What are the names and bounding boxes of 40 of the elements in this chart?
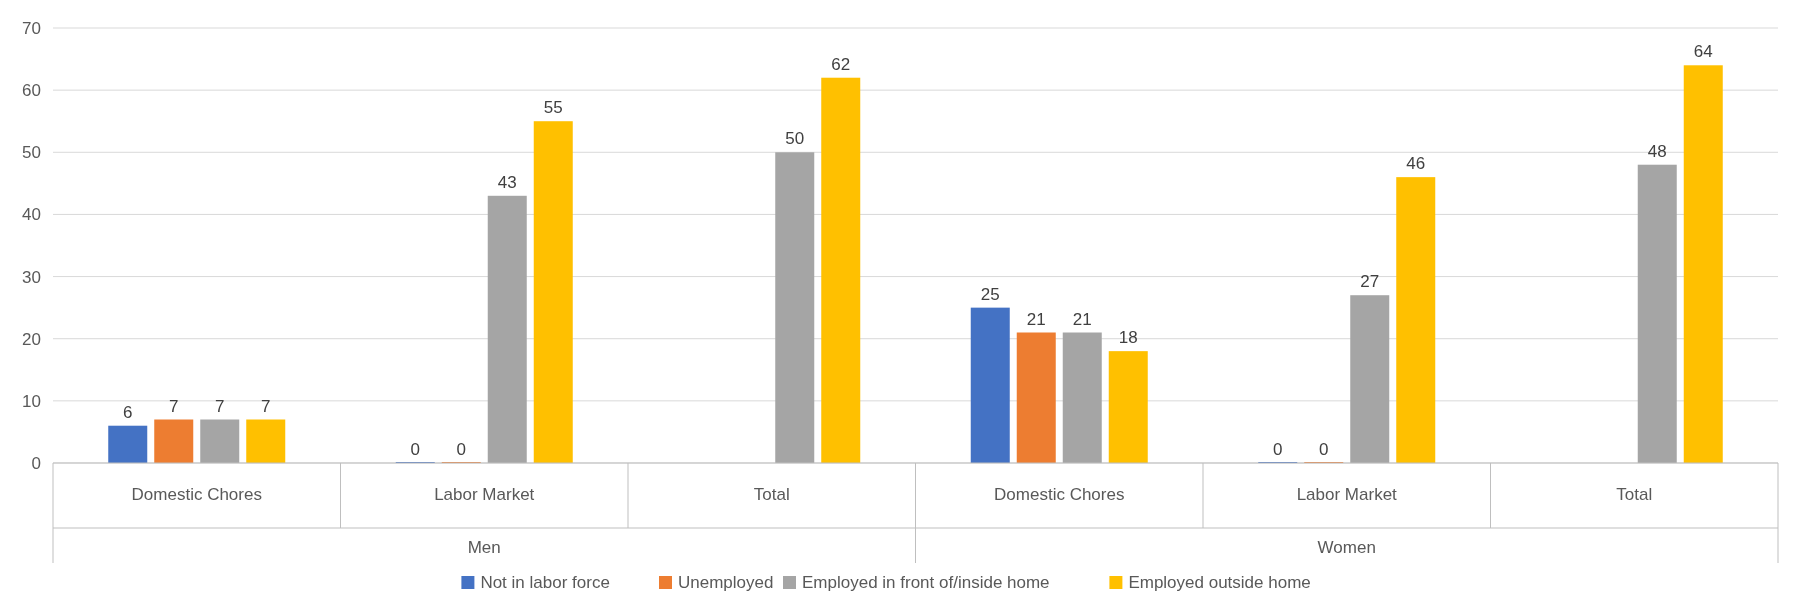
text: Men	[467, 538, 501, 557]
data-label: 0	[1319, 440, 1329, 459]
data-label: 43	[497, 172, 517, 192]
data-label: 64	[1693, 42, 1713, 62]
y-tick-label: 60	[22, 81, 41, 101]
data-label: 0	[410, 440, 420, 459]
legend-label: Employed in front of/inside home	[802, 573, 1050, 592]
data-label: 21	[1026, 309, 1046, 329]
x-tick-label: Domestic Chores	[131, 485, 262, 504]
y-tick-label: 30	[22, 267, 41, 287]
data-label: 46	[1406, 154, 1426, 174]
y-tick-label: 0	[31, 454, 41, 473]
data-label: 27	[1360, 272, 1380, 292]
y-tick-label: 10	[22, 391, 41, 411]
x-tick-label: Total	[753, 485, 790, 504]
data-label: 7	[215, 396, 225, 416]
data-label: 62	[831, 54, 851, 74]
y-tick-label: 70	[22, 19, 41, 38]
data-label: 18	[1118, 328, 1138, 348]
y-tick-label: 50	[22, 143, 41, 163]
y-tick-label: 40	[22, 205, 41, 225]
x-tick-label: Labor Market	[1296, 485, 1398, 504]
legend-label: Not in labor force	[480, 573, 610, 592]
x-tick-label: Total	[1616, 485, 1653, 504]
legend-label: Unemployed	[678, 573, 774, 592]
text: Women	[1317, 538, 1376, 557]
data-label: 21	[1072, 309, 1092, 329]
data-label: 48	[1647, 141, 1667, 161]
x-tick-label: Domestic Chores	[994, 485, 1125, 504]
data-label: 55	[543, 98, 563, 118]
data-label: 50	[785, 129, 805, 149]
y-tick-label: 20	[22, 329, 41, 349]
data-label: 6	[123, 402, 133, 422]
data-label: 7	[261, 396, 271, 416]
x-tick-label: Labor Market	[434, 485, 535, 504]
data-label: 7	[169, 396, 179, 416]
data-label: 25	[980, 284, 1000, 304]
legend-label: Employed outside home	[1128, 573, 1311, 592]
data-label: 0	[1273, 440, 1283, 459]
data-label: 0	[456, 440, 466, 459]
